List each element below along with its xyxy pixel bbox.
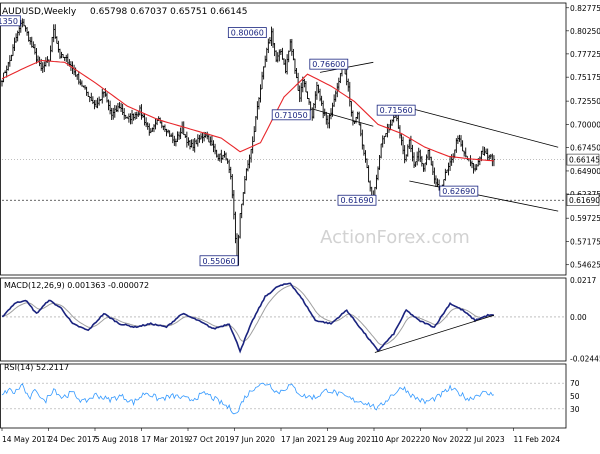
rsi-panel — [1, 382, 566, 415]
x-tick-label: 20 Nov 2022 — [421, 435, 469, 444]
price-annotation-box — [227, 27, 267, 38]
support-label: 0.61690 — [569, 196, 600, 205]
price-annotation-box — [439, 185, 479, 197]
x-tick-label: 27 Oct 2019 — [188, 435, 235, 444]
macd-y-tick-label: 0.00 — [570, 313, 587, 322]
price-y-tick-label: 0.64900 — [570, 167, 600, 176]
price-frame — [0, 2, 567, 276]
x-tick-label: 7 Jun 2020 — [235, 435, 276, 444]
price-panel: 0.81350 0.80060 0.76600 0.71050 0.71560 0.616… — [0, 15, 566, 267]
channel-line — [409, 180, 559, 212]
price-annotation-box — [309, 58, 349, 70]
price-annotation-label: 0.55060 — [202, 257, 235, 266]
price-y-tick-label: 0.57175 — [570, 237, 600, 246]
ohlc-header: 0.65798 0.67037 0.65751 0.66145 — [90, 7, 247, 17]
price-y-tick-label: 0.75175 — [570, 73, 600, 82]
macd-y-tick-label: -0.02445 — [570, 354, 600, 363]
price-y-tick-label: 0.67450 — [570, 144, 600, 153]
moving-average-line — [1, 59, 494, 162]
price-y-tick-label: 0.59725 — [570, 214, 600, 223]
x-tick-label: 17 Jan 2021 — [281, 435, 326, 444]
current-price-label-box — [566, 153, 600, 166]
price-annotation-label: 0.81350 — [0, 17, 18, 26]
macd-signal-line — [1, 285, 494, 346]
axis-labels: 0.82775 0.80250 0.77725 0.75175 0.72550 0.700… — [1, 4, 600, 444]
x-tick-label: 5 Aug 2018 — [95, 435, 138, 444]
macd-frame — [0, 277, 567, 362]
price-y-tick-label: 0.72550 — [570, 97, 600, 106]
channel-line — [409, 107, 559, 148]
rsi-y-tick-label: 30 — [570, 405, 580, 414]
macd-panel — [1, 282, 566, 354]
price-y-tick-label: 0.82775 — [570, 4, 600, 13]
price-annotation-label: 0.62690 — [442, 187, 475, 196]
x-tick-label: 14 May 2017 — [2, 435, 51, 444]
x-tick-label: 10 Apr 2022 — [374, 435, 421, 444]
rsi-title: RSI(14) 52.2117 — [4, 363, 69, 372]
macd-title: MACD(12,26,9) 0.001363 -0.000072 — [4, 281, 149, 290]
price-y-tick-label: 0.77725 — [570, 50, 600, 59]
price-annotation-label: 0.61690 — [340, 196, 373, 205]
rsi-y-tick-label: 50 — [570, 392, 580, 401]
rsi-line — [1, 382, 495, 415]
rsi-frame — [0, 363, 567, 429]
price-y-tick-label: 0.54625 — [570, 261, 600, 270]
x-tick-label: 2 Jul 2023 — [467, 435, 505, 444]
price-annotation-box — [271, 109, 311, 121]
price-annotation-label: 0.80060 — [231, 29, 264, 38]
price-y-tick-label: 0.80250 — [570, 27, 600, 36]
rsi-y-tick-label: 70 — [570, 379, 580, 388]
price-annotation-label: 0.71560 — [380, 106, 413, 115]
x-tick-label: 17 Mar 2019 — [142, 435, 190, 444]
macd-y-tick-label: 0.0217 — [570, 276, 596, 285]
x-tick-label: 29 Aug 2021 — [328, 435, 376, 444]
x-tick-label: 24 Dec 2017 — [49, 435, 97, 444]
price-y-tick-label: 0.70000 — [570, 120, 600, 129]
macd-line — [1, 282, 495, 354]
price-annotation-label: 0.71050 — [275, 111, 308, 120]
macd-trend-line — [374, 314, 495, 353]
price-y-tick-label: 0.62375 — [570, 190, 600, 199]
chart-title: AUDUSD,Weekly — [2, 7, 77, 17]
channel-line — [312, 108, 374, 127]
support-label-box — [566, 194, 600, 206]
price-annotation-box — [199, 255, 239, 267]
panel-frames — [0, 2, 567, 429]
price-annotation-box — [0, 15, 21, 27]
current-price-label: 0.66145 — [569, 156, 600, 165]
price-annotation-label: 0.76600 — [312, 60, 345, 69]
price-annotation-box — [376, 104, 416, 116]
x-tick-label: 11 Feb 2024 — [514, 435, 561, 444]
watermark: ActionForex.com — [320, 227, 470, 248]
price-annotation-box — [337, 194, 377, 206]
